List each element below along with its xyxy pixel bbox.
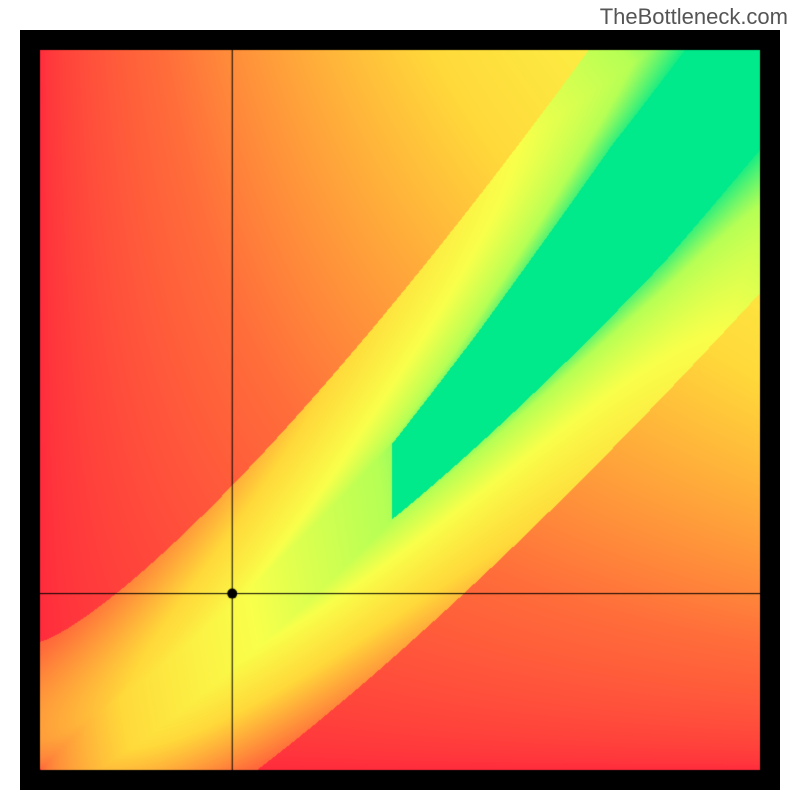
watermark-text: TheBottleneck.com (600, 4, 788, 30)
heatmap-canvas (20, 30, 780, 790)
chart-frame (20, 30, 780, 790)
chart-container: TheBottleneck.com (0, 0, 800, 800)
